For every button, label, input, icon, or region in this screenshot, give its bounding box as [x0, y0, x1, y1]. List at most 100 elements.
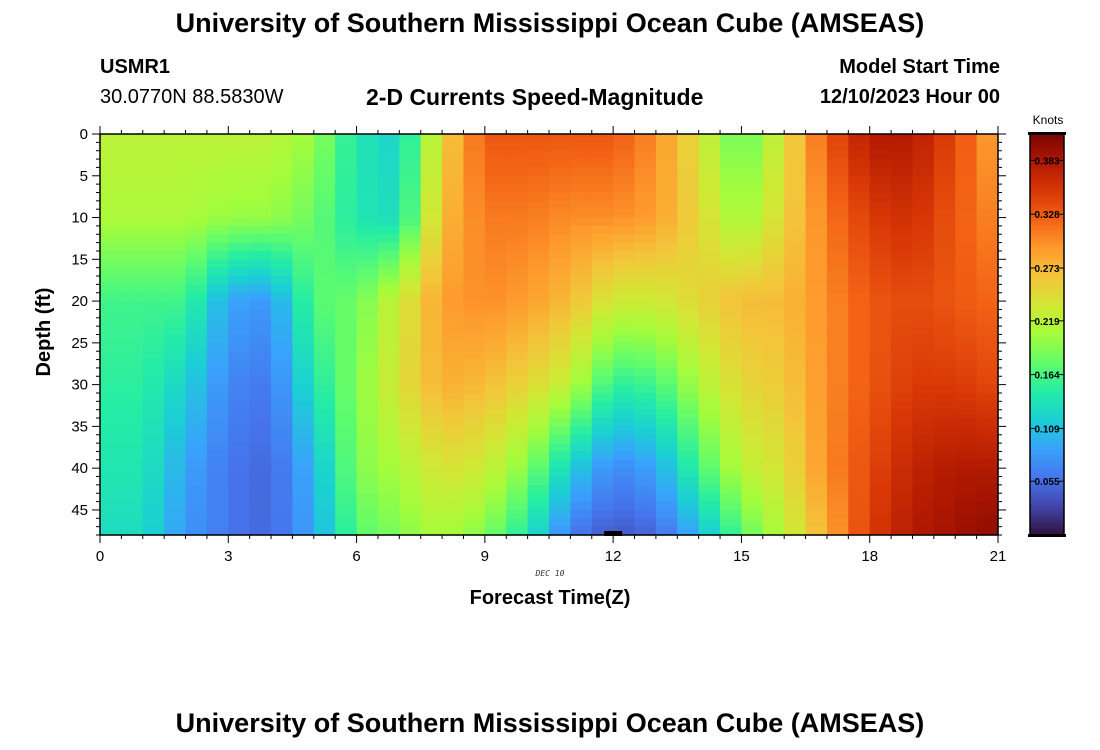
heat-cell — [442, 451, 465, 461]
model-start-value: 12/10/2023 Hour 00 — [819, 86, 1000, 108]
heat-cell — [356, 476, 379, 486]
heat-cell — [655, 392, 678, 402]
heat-cell — [527, 476, 550, 486]
heat-cell — [142, 217, 165, 227]
colorbar-segment — [1030, 264, 1064, 269]
heat-cell — [805, 493, 828, 503]
heat-cell — [976, 493, 999, 503]
heat-cell — [634, 284, 657, 294]
heat-cell — [698, 401, 721, 411]
heat-cell — [356, 150, 379, 160]
heat-cell — [805, 484, 828, 494]
heat-cell — [570, 459, 593, 469]
heat-cell — [869, 276, 892, 285]
heat-cell — [420, 292, 443, 302]
heat-cell — [720, 259, 743, 269]
heat-cell — [142, 159, 165, 169]
heat-cell — [442, 359, 465, 369]
heat-cell — [720, 434, 743, 444]
heat-cell — [206, 134, 229, 143]
current-time-marker — [604, 531, 623, 536]
heat-cell — [206, 250, 229, 260]
heat-cell — [613, 200, 636, 210]
heat-cell — [634, 484, 657, 494]
heat-cell — [955, 150, 978, 160]
heat-cell — [720, 175, 743, 185]
heat-cell — [741, 175, 764, 185]
heat-cell — [292, 384, 315, 394]
heat-cell — [185, 509, 208, 519]
heat-cell — [762, 284, 785, 294]
heat-cell — [271, 351, 294, 361]
heat-cell — [741, 317, 764, 327]
heat-cell — [955, 242, 978, 252]
heat-cell — [335, 175, 358, 185]
heat-cell — [655, 250, 678, 260]
heat-cell — [249, 426, 272, 436]
heat-cell — [463, 326, 486, 336]
heat-cell — [420, 301, 443, 311]
heat-cell — [677, 276, 700, 285]
heat-cell — [271, 217, 294, 227]
heat-cell — [399, 150, 422, 160]
heat-cell — [848, 359, 871, 369]
heat-cell — [463, 209, 486, 219]
heat-cell — [891, 309, 914, 319]
heat-cell — [377, 401, 400, 411]
heat-cell — [613, 292, 636, 302]
heat-cell — [720, 326, 743, 336]
heat-cell — [869, 250, 892, 260]
heat-cell — [613, 351, 636, 361]
heat-cell — [613, 384, 636, 394]
heat-cell — [142, 526, 165, 536]
colorbar-segment — [1030, 391, 1064, 396]
heat-cell — [591, 451, 614, 461]
heat-cell — [313, 276, 336, 285]
heat-cell — [420, 317, 443, 327]
heat-cell — [976, 359, 999, 369]
colorbar-segment — [1030, 277, 1064, 282]
heat-cell — [955, 426, 978, 436]
heat-cell — [506, 376, 529, 386]
heat-cell — [613, 418, 636, 427]
heat-cell — [741, 234, 764, 244]
heat-cell — [634, 501, 657, 511]
heat-cell — [292, 209, 315, 219]
heat-cell — [356, 267, 379, 277]
heat-cell — [506, 326, 529, 336]
heat-cell — [869, 468, 892, 478]
heat-cell — [313, 242, 336, 252]
heat-cell — [613, 234, 636, 244]
heat-cell — [826, 192, 849, 202]
heat-cell — [100, 301, 122, 311]
heat-cell — [206, 342, 229, 352]
heat-cell — [399, 284, 422, 294]
heat-cell — [442, 234, 465, 244]
heat-cell — [826, 209, 849, 219]
heat-cell — [805, 267, 828, 277]
heat-cell — [634, 217, 657, 227]
heat-cell — [549, 276, 571, 285]
heat-cell — [570, 234, 593, 244]
heat-cell — [164, 292, 187, 302]
heat-cell — [976, 409, 999, 419]
station-id: USMR1 — [100, 56, 171, 78]
heat-cell — [271, 409, 294, 419]
heat-cell — [356, 493, 379, 503]
heat-cell — [698, 150, 721, 160]
heat-cell — [100, 142, 122, 152]
heat-cell — [356, 376, 379, 386]
heat-cell — [912, 409, 935, 419]
heat-cell — [506, 526, 529, 536]
heat-cell — [698, 259, 721, 269]
heat-cell — [826, 301, 849, 311]
heat-cell — [442, 334, 465, 344]
heat-cell — [826, 242, 849, 252]
heat-cell — [249, 134, 272, 143]
heat-cell — [484, 150, 507, 160]
heat-cell — [591, 175, 614, 185]
heat-cell — [698, 192, 721, 202]
heat-cell — [484, 184, 507, 194]
heat-cell — [891, 409, 914, 419]
heat-cell — [677, 175, 700, 185]
